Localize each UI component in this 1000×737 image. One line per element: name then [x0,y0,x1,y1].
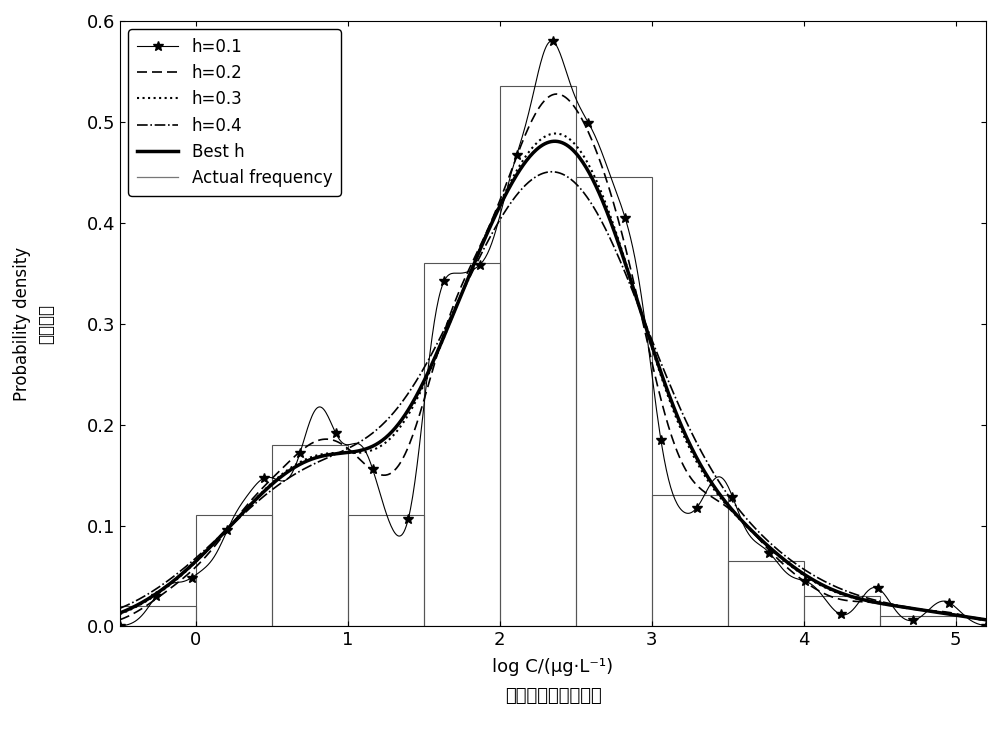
h=0.3 [772,551,784,560]
h=0.3 [861,597,873,606]
Line: h=0.2: h=0.2 [120,94,986,621]
Best h [114,609,126,618]
h=0.4 [861,593,873,602]
h=0.3 [618,253,630,262]
Best h [772,551,784,559]
Bar [348,515,424,626]
h=0.3 [114,609,126,618]
h=0.2 [861,598,873,607]
h=0.4 [167,573,179,581]
Bar [804,596,880,626]
Best h [861,596,873,605]
Line: Best h: Best h [120,142,986,620]
Legend: h=0.1, h=0.2, h=0.3, h=0.4, Best h, Actual frequency: h=0.1, h=0.2, h=0.3, h=0.4, Best h, Actu… [128,29,341,195]
h=0.4 [772,545,784,554]
h=0.2 [980,617,992,626]
h=0.2 [667,436,679,444]
Best h [618,255,630,264]
Bar [272,445,348,626]
Bar [652,495,728,626]
h=0.4 [545,167,557,176]
h=0.1 [114,621,126,630]
h=0.1 [641,331,653,340]
Y-axis label: Probability density: Probability density [13,247,31,401]
h=0.3 [641,327,653,336]
h=0.2 [551,90,563,99]
h=0.2 [641,335,653,344]
h=0.4 [667,387,679,396]
Best h [641,326,653,335]
h=0.1 [167,579,179,587]
h=0.2 [618,237,630,246]
Best h [667,400,679,409]
h=0.3 [667,405,679,413]
h=0.2 [772,555,784,564]
h=0.1 [861,587,873,596]
Line: h=0.4: h=0.4 [120,172,986,619]
h=0.1 [618,210,630,219]
Best h [167,577,179,586]
Bar [424,263,500,626]
Bar [500,86,576,626]
Bar [728,561,804,626]
Line: h=0.1: h=0.1 [115,36,991,631]
h=0.4 [618,266,630,275]
h=0.4 [641,323,653,332]
h=0.1 [980,621,992,630]
Bar [196,515,272,626]
Text: 概率密度: 概率密度 [37,304,55,343]
h=0.1 [667,489,679,498]
h=0.4 [114,604,126,612]
h=0.2 [114,615,126,624]
h=0.1 [772,559,784,567]
Bar [120,607,196,626]
Bar [880,616,956,626]
Best h [980,615,992,624]
Line: h=0.3: h=0.3 [120,133,986,620]
h=0.1 [545,37,557,46]
Text: 对数化后的急性毒性: 对数化后的急性毒性 [505,687,601,705]
Bar [576,178,652,626]
h=0.3 [167,578,179,587]
X-axis label: log C/(μg·L⁻¹): log C/(μg·L⁻¹) [492,657,614,676]
h=0.4 [980,615,992,624]
h=0.3 [550,129,562,138]
h=0.3 [980,615,992,624]
h=0.2 [167,581,179,590]
Best h [549,137,561,146]
